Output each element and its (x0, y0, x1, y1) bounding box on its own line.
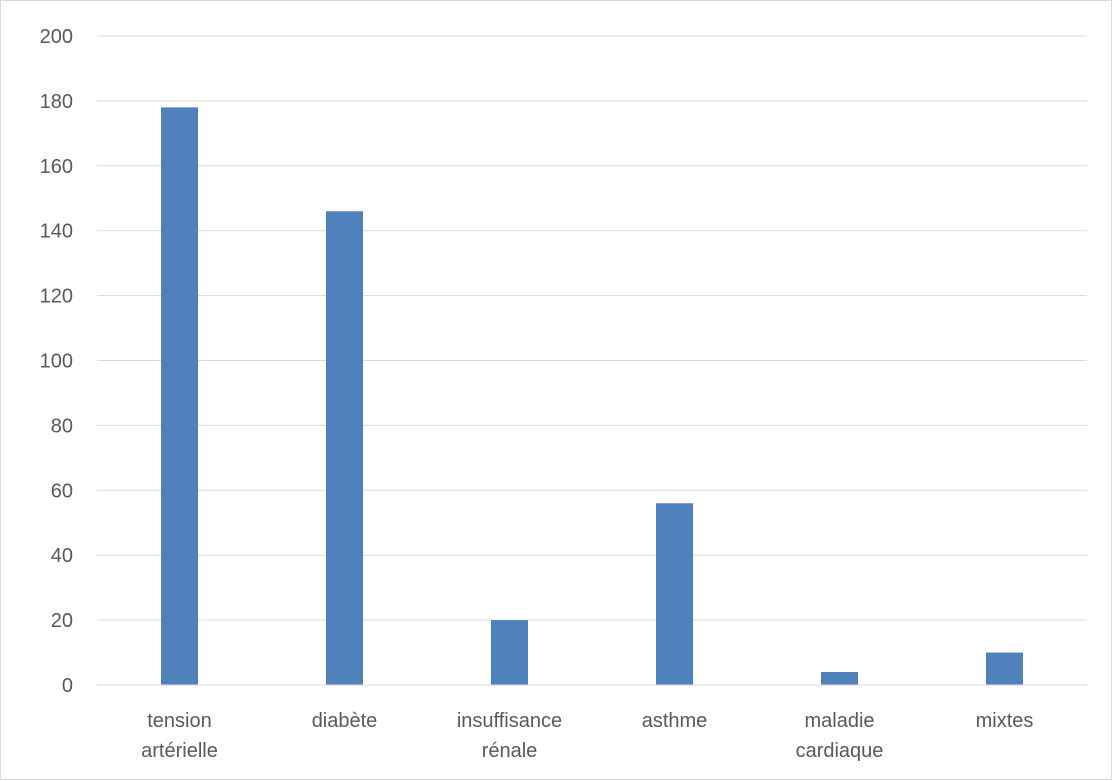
bars (161, 107, 1023, 686)
bar (986, 652, 1023, 685)
y-tick-label: 140 (40, 221, 73, 243)
x-tick-label: asthme (642, 710, 708, 732)
bar (491, 620, 528, 685)
x-tick-labels: tension artérielle diabète insuffisance réna… (141, 710, 1033, 762)
x-tick-label: diabète (312, 710, 378, 732)
bar (821, 672, 858, 685)
y-tick-label: 120 (40, 286, 73, 308)
y-tick-label: 40 (51, 545, 73, 567)
x-tick-label-line: asthme (642, 710, 708, 732)
x-tick-label: mixtes (976, 710, 1034, 732)
x-tick-label-line: cardiaque (796, 740, 884, 762)
x-tick-label: insuffisance rénale (457, 710, 562, 762)
x-tick-label: maladie cardiaque (796, 710, 884, 762)
x-tick-label-line: maladie (804, 710, 874, 732)
x-tick-label-line: artérielle (141, 740, 218, 762)
bar (326, 211, 363, 686)
y-tick-label: 160 (40, 156, 73, 178)
bar (656, 503, 693, 685)
y-tick-label: 20 (51, 610, 73, 632)
x-tick-label-line: insuffisance (457, 710, 562, 732)
y-tick-label: 0 (62, 675, 73, 697)
y-tick-label: 180 (40, 91, 73, 113)
y-tick-labels: 0 20 40 60 80 100 120 140 160 180 200 (40, 26, 73, 697)
x-tick-label-line: rénale (482, 740, 538, 762)
y-tick-label: 80 (51, 415, 73, 437)
gridlines (97, 35, 1087, 621)
x-tick-label-line: mixtes (976, 710, 1034, 732)
x-tick-label: tension artérielle (141, 710, 218, 762)
bar (161, 107, 198, 685)
x-tick-label-line: diabète (312, 710, 378, 732)
x-tick-label-line: tension (147, 710, 212, 732)
y-tick-label: 60 (51, 480, 73, 502)
y-tick-label: 200 (40, 26, 73, 48)
y-tick-label: 100 (40, 351, 73, 373)
